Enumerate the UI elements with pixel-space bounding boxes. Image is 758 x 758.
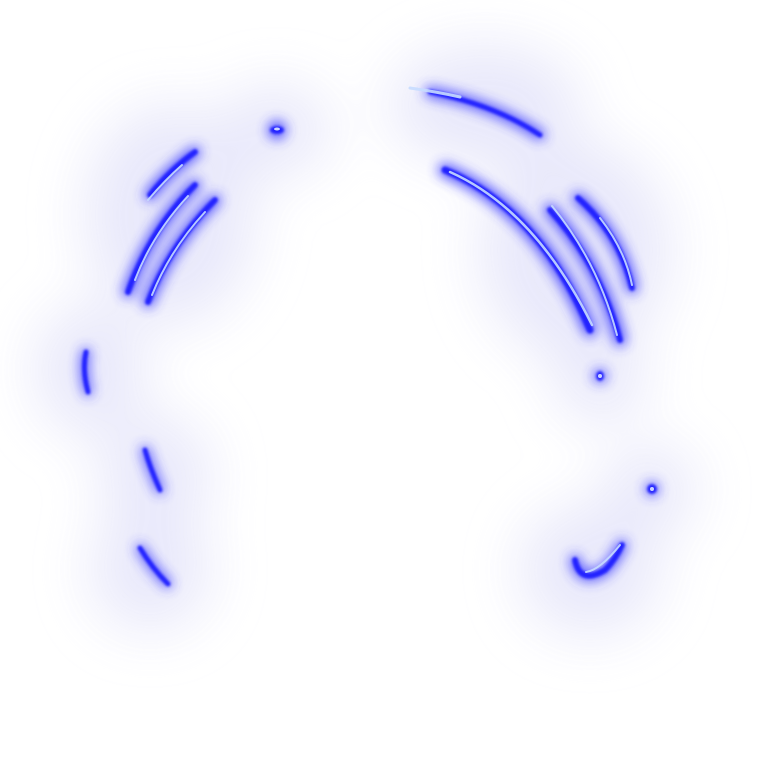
streak-left-low: [137, 545, 171, 587]
haze-layer: [35, 45, 695, 635]
streak-upper-left-short: [147, 149, 198, 198]
streak-left-drop: [81, 349, 91, 395]
streak-right-outer: [575, 195, 635, 291]
streak-bottom-right-hook: [572, 542, 625, 579]
streak-left-mid: [142, 447, 163, 493]
streak-upper-left-long-a: [125, 182, 198, 295]
highlight-layer: [134, 86, 654, 573]
